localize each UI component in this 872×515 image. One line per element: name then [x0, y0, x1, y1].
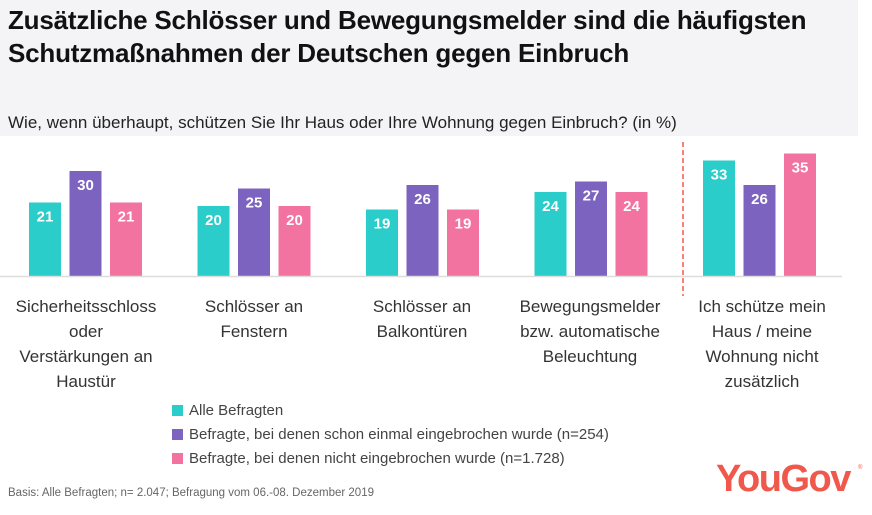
- category-label-line: Sicherheitsschloss: [15, 297, 157, 316]
- category-label-line: zusätzlich: [724, 372, 800, 391]
- category-label-line: oder: [68, 322, 104, 341]
- bar-value-label: 20: [205, 212, 222, 229]
- bar: [703, 160, 735, 276]
- bar: [575, 181, 607, 276]
- yougov-logo: YouGov: [716, 458, 851, 500]
- bar-value-label: 21: [37, 209, 54, 226]
- bar: [447, 209, 479, 276]
- category-label-line: Verstärkungen an: [19, 347, 153, 366]
- category-label-line: Schlösser an: [204, 297, 304, 316]
- category-label: Sicherheitsschloss oder Verstärkungen an Ha…: [1, 294, 171, 394]
- bar: [784, 153, 816, 276]
- category-label-line: Ich schütze mein: [698, 297, 826, 316]
- bar-value-label: 24: [542, 198, 559, 215]
- category-label: Bewegungsmelder bzw. automatische Beleucht…: [505, 294, 675, 369]
- legend-item: Befragte, bei denen schon einmal eingebr…: [172, 422, 609, 446]
- bar: [743, 185, 776, 276]
- bar-value-label: 30: [77, 177, 94, 194]
- bar-value-label: 21: [118, 209, 135, 226]
- bar: [406, 185, 439, 276]
- category-label-line: Bewegungsmelder: [519, 297, 661, 316]
- category-label-line: bzw. automatische: [520, 322, 660, 341]
- bar-value-label: 27: [583, 188, 600, 205]
- registered-mark: ®: [858, 465, 863, 471]
- bar-value-label: 19: [455, 216, 472, 233]
- category-label-line: Balkontüren: [376, 322, 468, 341]
- category-label-line: Beleuchtung: [542, 347, 638, 366]
- bar-value-label: 24: [623, 198, 640, 215]
- bar: [238, 188, 270, 276]
- bar: [69, 171, 102, 276]
- category-label-line: Haustür: [56, 372, 116, 391]
- bar-value-label: 19: [374, 216, 391, 233]
- legend: Alle Befragten Befragte, bei denen schon…: [172, 398, 609, 470]
- bar: [534, 192, 567, 276]
- category-label-line: Schlösser an: [372, 297, 472, 316]
- chart-subtitle: Wie, wenn überhaupt, schützen Sie Ihr Ha…: [8, 113, 677, 132]
- legend-label: Alle Befragten: [189, 401, 284, 419]
- bar: [366, 209, 398, 276]
- bar-value-label: 35: [792, 160, 809, 177]
- category-label: Schlösser an Fenstern: [169, 294, 339, 344]
- bar: [197, 206, 230, 276]
- bar-value-label: 25: [246, 195, 263, 212]
- bar: [278, 206, 311, 276]
- bar-chart: 21 30 21 20 25 20 19 26 19 24 27 24 33 26 35: [0, 142, 842, 296]
- category-label: Schlösser an Balkontüren: [337, 294, 507, 344]
- bar: [615, 192, 648, 276]
- chart-title: Zusätzliche Schlösser und Bewegungsmelde…: [8, 5, 807, 68]
- category-label-line: Fenstern: [220, 322, 288, 341]
- bar-value-label: 26: [751, 191, 768, 208]
- legend-item: Alle Befragten: [172, 398, 609, 422]
- bar: [29, 202, 61, 276]
- category-label-line: Wohnung nicht: [705, 347, 819, 366]
- bars-group: 21 30 21 20 25 20 19 26 19 24 27 24 33 26 35: [29, 153, 816, 276]
- legend-label: Befragte, bei denen schon einmal eingebr…: [189, 425, 609, 443]
- legend-label: Befragte, bei denen nicht eingebrochen w…: [189, 449, 565, 467]
- legend-item: Befragte, bei denen nicht eingebrochen w…: [172, 446, 609, 470]
- bar: [110, 202, 142, 276]
- bar-value-label: 33: [711, 167, 728, 184]
- legend-swatch-not-burgled: [172, 452, 183, 464]
- footnote: Basis: Alle Befragten; n= 2.047; Befragu…: [8, 487, 374, 499]
- legend-swatch-burgled: [172, 428, 183, 440]
- category-label-line: Haus / meine: [711, 322, 813, 341]
- legend-swatch-all: [172, 404, 183, 416]
- category-label: Ich schütze mein Haus / meine Wohnung nich…: [677, 294, 847, 394]
- bar-value-label: 26: [414, 191, 431, 208]
- title-box: [0, 0, 858, 136]
- bar-value-label: 20: [286, 212, 303, 229]
